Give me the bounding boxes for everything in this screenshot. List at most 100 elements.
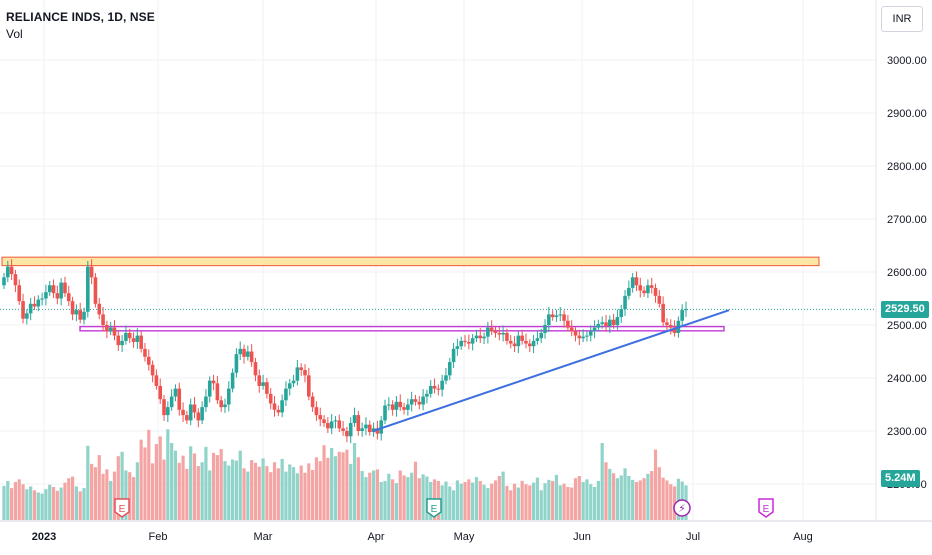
volume-bar xyxy=(238,450,242,520)
candle-body xyxy=(535,338,540,341)
earnings-letter: E xyxy=(763,504,770,515)
candle-body xyxy=(672,327,677,333)
volume-bar xyxy=(528,485,532,520)
candle-body xyxy=(32,303,37,307)
candle xyxy=(607,315,612,333)
candle xyxy=(611,313,616,329)
candle xyxy=(63,276,67,297)
candle-body xyxy=(196,412,201,421)
candle xyxy=(585,331,589,342)
volume-bar xyxy=(109,480,113,520)
volume-bar xyxy=(311,469,315,520)
candle xyxy=(520,329,524,345)
candle xyxy=(398,394,403,411)
volume-bar xyxy=(623,468,627,520)
candle xyxy=(150,360,155,383)
candle-body xyxy=(329,421,334,429)
candle xyxy=(387,397,391,411)
candle-body xyxy=(82,311,86,320)
candle xyxy=(596,319,601,332)
candle xyxy=(188,398,193,426)
symbol-title[interactable]: RELIANCE INDS, 1D, NSE xyxy=(6,10,155,24)
candle xyxy=(345,426,349,443)
candle xyxy=(44,284,48,306)
candle xyxy=(451,343,456,368)
volume-bar xyxy=(371,470,376,520)
volume-bar xyxy=(25,489,29,520)
volume-bar xyxy=(29,486,33,520)
candle xyxy=(257,369,262,393)
candle-body xyxy=(665,322,669,325)
candle xyxy=(284,381,288,407)
candle xyxy=(356,410,361,436)
candle-body xyxy=(93,277,98,304)
earnings-marker: E xyxy=(758,498,774,518)
x-tick-label: Apr xyxy=(367,531,384,543)
candle xyxy=(627,280,631,300)
candle-body xyxy=(390,404,395,410)
candle-body xyxy=(200,407,204,421)
volume-bar xyxy=(242,468,246,520)
volume-bar xyxy=(288,464,292,520)
candle xyxy=(634,271,639,292)
volume-bar xyxy=(326,457,330,520)
volume-bar xyxy=(562,483,566,520)
candle-body xyxy=(230,372,235,389)
candle-body xyxy=(505,332,509,341)
candle xyxy=(478,328,483,344)
volume-bar xyxy=(185,468,189,520)
candle xyxy=(101,306,105,331)
volume-bar xyxy=(413,461,418,520)
candle-body xyxy=(268,393,273,404)
volume-bar xyxy=(253,462,258,520)
y-tick-label: 2500.00 xyxy=(887,320,927,332)
volume-bar xyxy=(59,487,63,520)
volume-bar xyxy=(246,471,250,520)
candle-body xyxy=(337,420,342,429)
x-tick-label: Feb xyxy=(149,531,168,543)
volume-legend[interactable]: Vol xyxy=(6,27,23,41)
candle-body xyxy=(116,335,121,346)
candle xyxy=(337,414,342,433)
volume-bar xyxy=(211,452,216,520)
candle xyxy=(413,394,418,406)
candle-body xyxy=(558,314,563,316)
candle-body xyxy=(234,354,239,373)
earnings-badge xyxy=(114,498,130,518)
volume-bar xyxy=(322,445,326,520)
candle-body xyxy=(356,415,361,431)
candle-body xyxy=(516,335,521,347)
candle xyxy=(657,290,662,308)
candle-body xyxy=(6,266,10,278)
candle-body xyxy=(177,388,182,410)
candle xyxy=(394,396,399,417)
volume-bar xyxy=(471,482,475,520)
candle xyxy=(470,334,475,351)
y-tick-label: 2700.00 xyxy=(887,214,927,226)
candle-body xyxy=(581,336,585,339)
candle-body xyxy=(276,409,281,413)
volume-bar xyxy=(592,487,597,520)
candle xyxy=(196,408,201,428)
candle xyxy=(333,416,338,429)
candle xyxy=(32,296,37,311)
candle-body xyxy=(207,380,212,397)
resistance-zone xyxy=(1,256,820,267)
candle-body xyxy=(223,404,227,408)
volume-bar xyxy=(2,485,6,520)
candle xyxy=(668,319,673,335)
candle xyxy=(406,398,410,416)
volume-bar xyxy=(261,458,265,520)
candle-body xyxy=(215,383,220,401)
candle-body xyxy=(74,310,79,315)
volume-bar xyxy=(375,469,379,520)
candle-body xyxy=(2,277,6,286)
currency-selector[interactable]: INR xyxy=(881,6,923,32)
candle xyxy=(352,407,357,427)
volume-bar xyxy=(501,471,505,520)
candle xyxy=(211,374,216,391)
volume-bar xyxy=(177,462,181,520)
candle xyxy=(497,327,502,341)
